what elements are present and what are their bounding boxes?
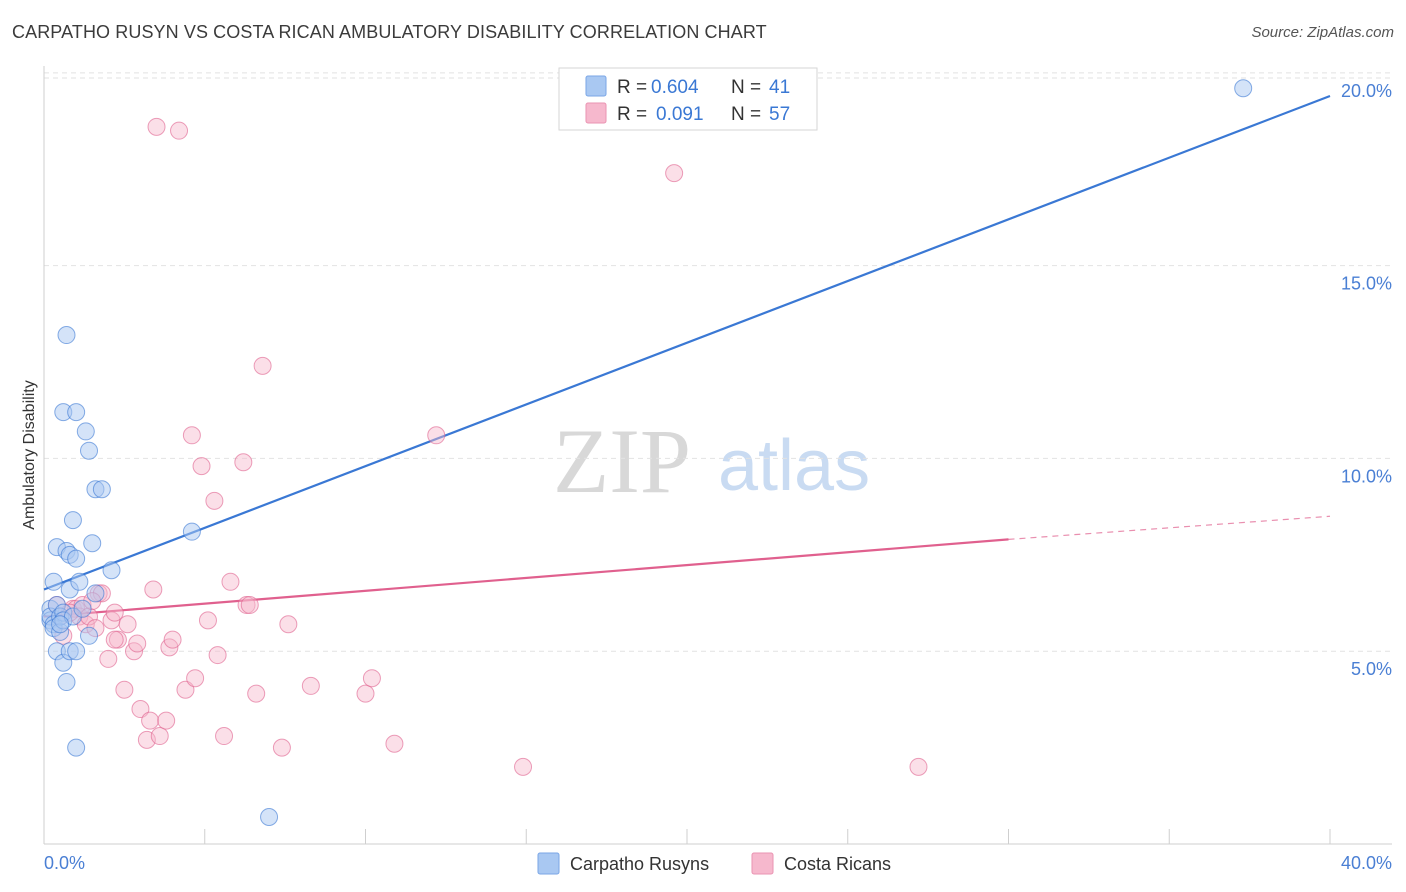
point-carpatho-rusyns-40: [51, 615, 70, 634]
point-costa-ricans-22: [141, 711, 160, 730]
point-costa-ricans-32: [186, 669, 205, 688]
x-tick-label-min: 0.0%: [44, 853, 85, 873]
x-axis-ticks: [43, 829, 1331, 844]
point-carpatho-rusyns-39: [1234, 79, 1253, 98]
y-tick-label-10: 10.0%: [1341, 466, 1392, 486]
point-carpatho-rusyns-30: [80, 441, 99, 460]
point-costa-ricans-38: [221, 572, 240, 591]
legend-n-label-1: N =: [731, 77, 761, 98]
bottom-legend-label-1: Carpatho Rusyns: [570, 854, 709, 874]
point-costa-ricans-28: [163, 630, 182, 649]
point-costa-ricans-25: [150, 727, 169, 746]
y-tick-labels: 5.0% 10.0% 15.0% 20.0%: [1341, 81, 1392, 679]
point-carpatho-rusyns-3: [44, 572, 63, 591]
point-carpatho-rusyns-23: [67, 549, 86, 568]
point-costa-ricans-46: [301, 676, 320, 695]
point-costa-ricans-17: [118, 615, 137, 634]
point-costa-ricans-39: [234, 453, 253, 472]
point-costa-ricans-42: [247, 684, 266, 703]
point-costa-ricans-41: [240, 595, 259, 614]
point-costa-ricans-35: [205, 491, 224, 510]
point-costa-ricans-36: [208, 646, 227, 665]
watermark-atlas: atlas: [718, 426, 870, 506]
x-tick-label-max: 40.0%: [1341, 853, 1392, 873]
y-tick-label-20: 20.0%: [1341, 81, 1392, 101]
point-costa-ricans-16: [115, 680, 134, 699]
trend-line-costa-ricans-extrapolated: [1008, 515, 1331, 540]
point-costa-ricans-29: [170, 121, 189, 140]
point-costa-ricans-23: [144, 580, 163, 599]
point-costa-ricans-30: [176, 680, 195, 699]
point-carpatho-rusyns-38: [260, 808, 279, 827]
point-carpatho-rusyns-32: [83, 534, 102, 553]
data-points: [41, 79, 1253, 827]
point-costa-ricans-52: [665, 164, 684, 183]
point-costa-ricans-44: [272, 738, 291, 757]
bottom-legend-label-2: Costa Ricans: [784, 854, 891, 874]
y-axis-title: Ambulatory Disability: [21, 380, 38, 529]
point-carpatho-rusyns-37: [182, 522, 201, 541]
series-legend: Carpatho Rusyns Costa Ricans: [537, 852, 891, 875]
point-costa-ricans-31: [182, 426, 201, 445]
point-carpatho-rusyns-25: [67, 738, 86, 757]
source-label: Source: ZipAtlas.com: [1251, 24, 1394, 41]
legend-n-value-1: 41: [769, 77, 790, 98]
point-costa-ricans-53: [909, 757, 928, 776]
point-costa-ricans-33: [192, 457, 211, 476]
point-carpatho-rusyns-29: [76, 422, 95, 441]
watermark: ZIP atlas: [553, 410, 870, 512]
chart-title: CARPATHO RUSYN VS COSTA RICAN AMBULATORY…: [12, 22, 767, 42]
legend-r-value-2: 0.091: [656, 104, 704, 125]
legend-r-label-1: R =: [617, 77, 647, 98]
stats-legend: R = 0.604 N = 41 R = 0.091 N = 57: [558, 67, 818, 131]
point-costa-ricans-34: [198, 611, 217, 630]
point-carpatho-rusyns-35: [92, 480, 111, 499]
legend-n-label-2: N =: [731, 104, 761, 125]
bottom-legend-swatch-pink: [751, 852, 774, 875]
bottom-legend-swatch-blue: [537, 852, 560, 875]
y-tick-label-5: 5.0%: [1351, 659, 1392, 679]
y-tick-label-15: 15.0%: [1341, 274, 1392, 294]
point-costa-ricans-37: [215, 727, 234, 746]
point-costa-ricans-20: [131, 700, 150, 719]
point-costa-ricans-43: [253, 356, 272, 375]
gridlines: [44, 72, 1392, 652]
trend-lines: [43, 94, 1331, 618]
point-costa-ricans-12: [99, 649, 118, 668]
point-carpatho-rusyns-26: [67, 403, 86, 422]
point-costa-ricans-14: [105, 603, 124, 622]
point-costa-ricans-45: [279, 615, 298, 634]
legend-r-label-2: R =: [617, 104, 647, 125]
point-carpatho-rusyns-28: [73, 599, 92, 618]
point-carpatho-rusyns-31: [80, 626, 99, 645]
point-costa-ricans-51: [514, 757, 533, 776]
legend-r-value-1: 0.604: [651, 77, 699, 98]
point-costa-ricans-48: [362, 669, 381, 688]
point-carpatho-rusyns-17: [57, 673, 76, 692]
legend-n-value-2: 57: [769, 104, 790, 125]
watermark-zip: ZIP: [553, 410, 691, 512]
point-costa-ricans-19: [128, 634, 147, 653]
point-costa-ricans-26: [157, 711, 176, 730]
point-costa-ricans-49: [385, 734, 404, 753]
trend-line-carpatho-rusyns: [43, 94, 1331, 591]
point-carpatho-rusyns-36: [102, 561, 121, 580]
point-carpatho-rusyns-24: [67, 642, 86, 661]
point-costa-ricans-50: [427, 426, 446, 445]
point-carpatho-rusyns-27: [70, 572, 89, 591]
trend-line-costa-ricans: [43, 538, 1009, 618]
point-costa-ricans-47: [356, 684, 375, 703]
legend-swatch-blue: [585, 75, 607, 97]
point-costa-ricans-54: [105, 630, 124, 649]
point-carpatho-rusyns-21: [63, 511, 82, 530]
point-carpatho-rusyns-15: [57, 326, 76, 345]
point-carpatho-rusyns-34: [86, 584, 105, 603]
legend-swatch-pink: [585, 102, 607, 124]
point-costa-ricans-24: [147, 117, 166, 136]
